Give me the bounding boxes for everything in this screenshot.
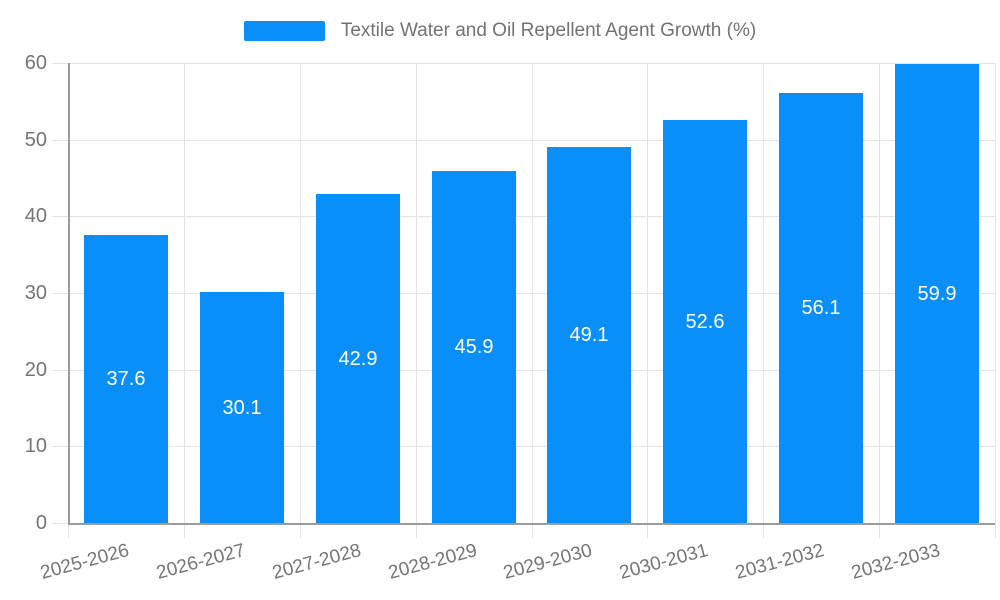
x-axis-tick bbox=[68, 523, 69, 538]
v-gridline bbox=[879, 63, 880, 523]
v-gridline bbox=[647, 63, 648, 523]
v-gridline bbox=[995, 63, 996, 523]
bar-value-label: 56.1 bbox=[801, 297, 841, 319]
x-tick-label: 2027-2028 bbox=[270, 540, 364, 584]
x-tick-label: 2030-2031 bbox=[617, 540, 711, 584]
x-axis-tick bbox=[995, 523, 996, 538]
bar[interactable] bbox=[663, 120, 747, 523]
bar-value-label: 42.9 bbox=[338, 348, 378, 370]
x-axis-tick bbox=[879, 523, 880, 538]
y-axis-tick bbox=[52, 446, 68, 447]
bar[interactable] bbox=[316, 194, 400, 523]
y-axis-tick bbox=[52, 370, 68, 371]
bar[interactable] bbox=[432, 171, 516, 523]
bar-value-label: 52.6 bbox=[685, 311, 725, 333]
x-axis-tick bbox=[647, 523, 648, 538]
x-tick-label: 2029-2030 bbox=[501, 540, 595, 584]
x-tick-label: 2026-2027 bbox=[154, 540, 248, 584]
h-gridline bbox=[68, 216, 995, 217]
h-gridline bbox=[68, 140, 995, 141]
bar[interactable] bbox=[200, 292, 284, 523]
y-axis-tick bbox=[52, 293, 68, 294]
y-tick-label: 50 bbox=[24, 129, 47, 151]
h-gridline bbox=[68, 446, 995, 447]
bar[interactable] bbox=[547, 147, 631, 523]
y-axis-tick bbox=[52, 63, 68, 64]
bar[interactable] bbox=[895, 64, 979, 523]
legend-label: Textile Water and Oil Repellent Agent Gr… bbox=[340, 20, 757, 41]
h-gridline bbox=[68, 370, 995, 371]
v-gridline bbox=[416, 63, 417, 523]
y-axis-line bbox=[68, 63, 70, 524]
bar-value-label: 49.1 bbox=[569, 324, 609, 346]
bar-value-label: 45.9 bbox=[454, 336, 494, 358]
h-gridline bbox=[68, 63, 995, 64]
y-axis-tick bbox=[52, 140, 68, 141]
v-gridline bbox=[763, 63, 764, 523]
h-gridline bbox=[68, 293, 995, 294]
x-tick-label: 2032-2033 bbox=[849, 540, 943, 584]
x-tick-label: 2031-2032 bbox=[733, 540, 827, 584]
bar[interactable] bbox=[84, 235, 168, 523]
x-axis-tick bbox=[532, 523, 533, 538]
y-axis-tick bbox=[52, 216, 68, 217]
bar-value-label: 37.6 bbox=[106, 368, 146, 390]
x-tick-label: 2028-2029 bbox=[386, 540, 480, 584]
v-gridline bbox=[300, 63, 301, 523]
bar[interactable] bbox=[779, 93, 863, 523]
y-tick-label: 20 bbox=[24, 359, 47, 381]
x-axis-tick bbox=[184, 523, 185, 538]
legend: Textile Water and Oil Repellent Agent Gr… bbox=[0, 19, 1000, 43]
x-axis-line bbox=[68, 523, 995, 525]
y-tick-label: 0 bbox=[35, 512, 47, 534]
legend-swatch-icon bbox=[243, 21, 325, 41]
y-tick-label: 60 bbox=[24, 52, 47, 74]
y-axis-tick bbox=[52, 523, 68, 524]
x-axis-tick bbox=[300, 523, 301, 538]
bar-value-label: 30.1 bbox=[222, 397, 262, 419]
legend-item[interactable]: Textile Water and Oil Repellent Agent Gr… bbox=[243, 19, 757, 43]
x-axis-tick bbox=[416, 523, 417, 538]
y-tick-label: 10 bbox=[24, 435, 47, 457]
x-tick-label: 2025-2026 bbox=[38, 540, 132, 584]
v-gridline bbox=[184, 63, 185, 523]
v-gridline bbox=[532, 63, 533, 523]
x-axis-tick bbox=[763, 523, 764, 538]
bar-value-label: 59.9 bbox=[917, 283, 957, 305]
y-tick-label: 30 bbox=[24, 282, 47, 304]
y-tick-label: 40 bbox=[24, 205, 47, 227]
